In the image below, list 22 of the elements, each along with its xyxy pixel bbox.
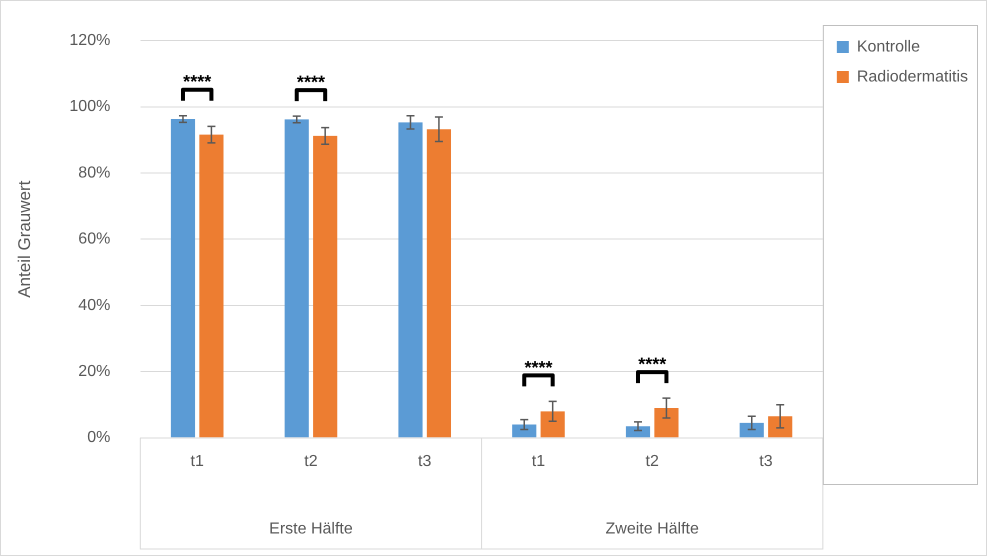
x-tick-label: t2: [304, 452, 318, 470]
y-tick-label: 20%: [78, 363, 110, 380]
legend-label: Kontrolle: [856, 38, 920, 56]
y-tick-label: 0%: [87, 429, 110, 446]
y-axis-title: Anteil Grauwert: [14, 180, 34, 298]
x-tick-label: t3: [418, 452, 432, 470]
annotation: ****: [183, 72, 212, 92]
annotation: ****: [638, 354, 666, 374]
annotation: ****: [524, 357, 552, 378]
x-tick-label: t1: [190, 452, 204, 470]
annotation: ****: [296, 72, 325, 92]
x-tick-label: t2: [646, 452, 659, 470]
x-tick-label: t3: [759, 452, 773, 470]
text: Erste Hälfte: [269, 520, 353, 538]
legend-label: Radiodermatitis: [856, 68, 968, 86]
x-tick-label: t1: [532, 452, 546, 470]
text: Zweite Hälfte: [606, 520, 699, 538]
y-tick-label: 40%: [78, 296, 110, 314]
y-tick-label: 120%: [69, 32, 110, 50]
y-tick-label: 60%: [78, 230, 110, 248]
y-tick-label: 80%: [78, 164, 110, 182]
y-tick-label: 100%: [69, 98, 110, 116]
